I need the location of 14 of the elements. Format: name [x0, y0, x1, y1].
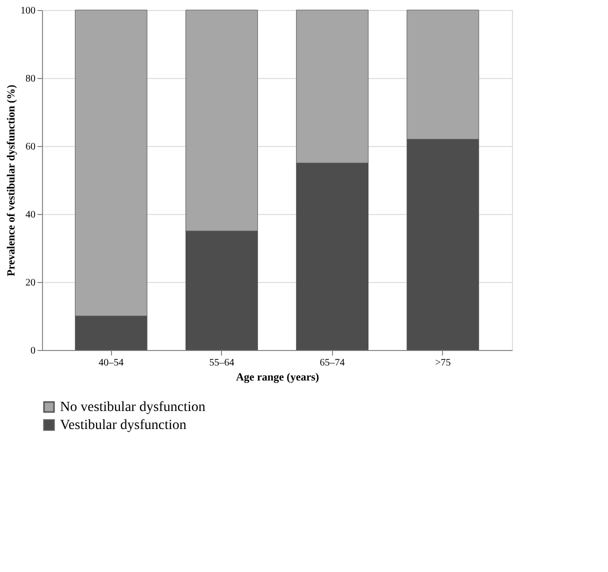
legend-label: Vestibular dysfunction: [60, 418, 186, 433]
y-tick-label: 100: [20, 6, 36, 16]
y-tick-label: 60: [26, 142, 36, 152]
x-tick-label: >75: [435, 358, 451, 368]
x-tick-label: 40–54: [98, 358, 124, 368]
y-tick-label: 0: [30, 346, 36, 356]
x-tick-label: 55–64: [209, 358, 234, 368]
y-tick-label: 40: [26, 210, 36, 220]
y-tick-label: 20: [26, 278, 36, 288]
x-axis-title: Age range (years): [236, 372, 320, 384]
y-tick-label: 80: [26, 74, 36, 84]
x-tick-label: 65–74: [320, 358, 345, 368]
legend-label: No vestibular dysfunction: [60, 400, 206, 415]
y-axis-title: Prevalence of vestibular dysfunction (%): [6, 84, 18, 276]
